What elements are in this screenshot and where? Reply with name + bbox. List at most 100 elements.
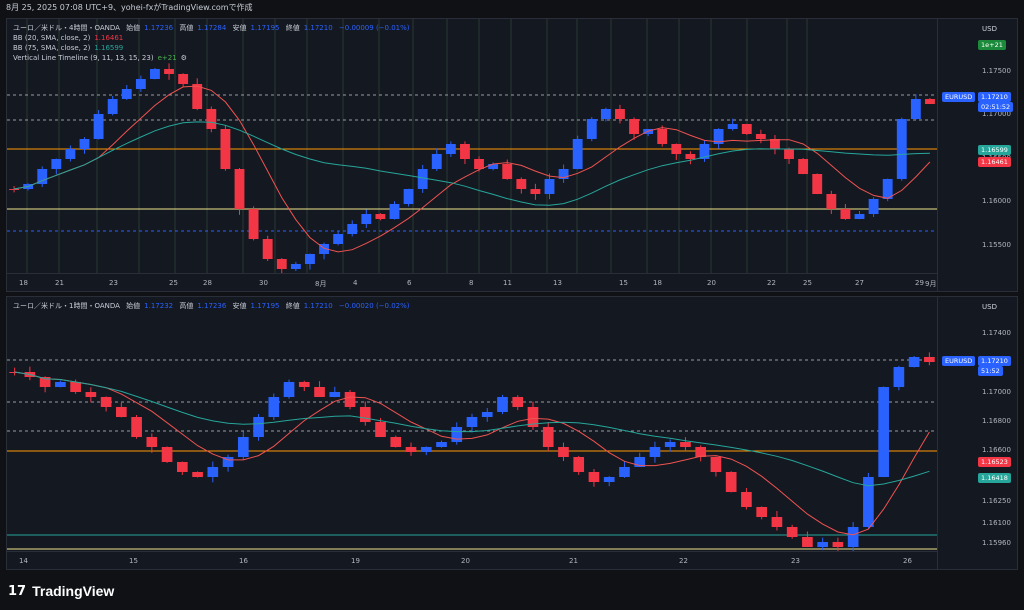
bb20-line bbox=[14, 371, 930, 536]
candle-body bbox=[164, 69, 174, 74]
candle-body bbox=[253, 417, 264, 437]
candle-body bbox=[868, 199, 879, 214]
x-tick: 9月 bbox=[925, 280, 937, 288]
x-tick: 29 bbox=[915, 279, 924, 287]
close-value: 1.17210 bbox=[303, 24, 333, 32]
price-scale-1h[interactable]: USD 1.17400 1.17000 1.16800 1.16600 1.16… bbox=[937, 297, 1017, 569]
candle-body bbox=[436, 442, 447, 447]
x-tick: 4 bbox=[353, 279, 358, 287]
candle-body bbox=[516, 179, 527, 189]
candle-body bbox=[150, 69, 160, 79]
currency-label[interactable]: USD bbox=[982, 25, 997, 33]
settings-icon[interactable]: ⚙ bbox=[180, 54, 187, 62]
symbol-title[interactable]: ユーロ／米ドル・4時間・OANDA bbox=[13, 24, 120, 32]
candle-body bbox=[146, 437, 158, 447]
candle-body bbox=[812, 174, 823, 194]
candle-body bbox=[431, 154, 442, 169]
x-tick: 6 bbox=[407, 279, 412, 287]
time-axis-4h[interactable]: 18 21 23 25 28 30 8月 4 6 8 11 13 15 18 20 22 25 27 29 9月 bbox=[7, 273, 937, 291]
candle-body bbox=[361, 214, 372, 224]
candle-body bbox=[100, 397, 112, 407]
x-tick: 30 bbox=[259, 279, 268, 287]
low-value: 1.17195 bbox=[250, 302, 280, 310]
price-plot-4h[interactable] bbox=[7, 19, 937, 273]
vline-label[interactable]: Vertical Line Timeline (9, 11, 13, 15, 2… bbox=[13, 54, 154, 62]
symbol-badge: EURUSD bbox=[942, 356, 976, 366]
candle-body bbox=[741, 124, 752, 134]
candle-body bbox=[784, 149, 794, 159]
chart-header: 8月 25, 2025 07:08 UTC+9、yohei-fxがTrading… bbox=[6, 3, 253, 12]
chart-pane-4h[interactable]: ユーロ／米ドル・4時間・OANDA 始値 1.17236 高値 1.17284 安値… bbox=[6, 18, 1018, 292]
bb75-label[interactable]: BB (75, SMA, close, 2) bbox=[13, 44, 91, 52]
price-scale-4h[interactable]: USD 1e+21 1.17500 1.17000 1.16500 1.1600… bbox=[937, 19, 1017, 291]
candle-body bbox=[93, 114, 104, 139]
candle-body bbox=[298, 382, 310, 387]
x-tick: 20 bbox=[461, 557, 470, 565]
x-tick: 22 bbox=[767, 279, 776, 287]
bb20-badge: 1.16461 bbox=[978, 157, 1011, 167]
candle-body bbox=[222, 457, 234, 467]
bb75-line bbox=[13, 121, 930, 206]
x-tick: 27 bbox=[855, 279, 864, 287]
candle-body bbox=[405, 447, 417, 452]
x-tick: 28 bbox=[203, 279, 212, 287]
candle-body bbox=[908, 357, 920, 367]
symbol-title[interactable]: ユーロ／米ドル・1時間・OANDA bbox=[13, 302, 120, 310]
candle-body bbox=[207, 467, 219, 477]
countdown-badge: 02:51:52 bbox=[978, 102, 1014, 112]
vline-value: e+21 bbox=[157, 54, 177, 62]
x-tick: 25 bbox=[169, 279, 178, 287]
candle-body bbox=[896, 119, 907, 179]
legend-1h: ユーロ／米ドル・1時間・OANDA 始値 1.17232 高値 1.17236 安値… bbox=[13, 302, 410, 310]
candle-body bbox=[878, 387, 889, 477]
candle-body bbox=[840, 209, 851, 219]
candle-body bbox=[588, 472, 600, 482]
candle-body bbox=[685, 154, 696, 159]
bb75-value: 1.16599 bbox=[94, 44, 124, 52]
bb75-badge: 1.16599 bbox=[978, 145, 1011, 155]
candle-body bbox=[248, 209, 259, 239]
candle-body bbox=[206, 109, 217, 129]
candle-body bbox=[329, 392, 341, 397]
candle-body bbox=[131, 417, 142, 437]
price-badge: 1.17210 bbox=[978, 356, 1011, 366]
countdown-badge: 51:52 bbox=[978, 366, 1003, 376]
candle-body bbox=[741, 492, 752, 507]
y-tick: 1.16000 bbox=[982, 197, 1011, 205]
candle-body bbox=[619, 467, 630, 477]
x-tick: 13 bbox=[553, 279, 562, 287]
candle-body bbox=[893, 367, 905, 387]
candle-body bbox=[135, 79, 146, 89]
change-value: −0.00009 (−0.01%) bbox=[338, 24, 410, 32]
candle-body bbox=[713, 129, 724, 144]
candle-body bbox=[832, 542, 844, 547]
y-tick: 1.16250 bbox=[982, 497, 1011, 505]
candle-body bbox=[756, 507, 768, 517]
tradingview-footer[interactable]: 17 TradingView bbox=[8, 581, 114, 601]
bb20-label[interactable]: BB (20, SMA, close, 2) bbox=[13, 34, 91, 42]
x-tick: 15 bbox=[129, 557, 138, 565]
candle-body bbox=[178, 74, 189, 84]
y-tick: 1.16100 bbox=[982, 519, 1011, 527]
currency-label[interactable]: USD bbox=[982, 303, 997, 311]
candle-body bbox=[680, 442, 691, 447]
candle-body bbox=[530, 189, 541, 194]
candle-body bbox=[176, 462, 188, 472]
candle-body bbox=[39, 377, 51, 387]
candle-body bbox=[542, 427, 554, 447]
candle-body bbox=[629, 119, 639, 134]
x-tick: 23 bbox=[109, 279, 118, 287]
candle-body bbox=[882, 179, 893, 199]
chart-pane-1h[interactable]: ユーロ／米ドル・1時間・OANDA 始値 1.17232 高値 1.17236 安値… bbox=[6, 296, 1018, 570]
candle-body bbox=[770, 139, 780, 149]
candle-body bbox=[375, 422, 386, 437]
legend-4h: ユーロ／米ドル・4時間・OANDA 始値 1.17236 高値 1.17284 安値… bbox=[13, 24, 410, 62]
bb20-line bbox=[13, 85, 931, 253]
close-value: 1.17210 bbox=[303, 302, 333, 310]
price-badge: 1.17210 bbox=[978, 92, 1011, 102]
candle-body bbox=[600, 109, 611, 119]
y-tick: 1.16800 bbox=[982, 417, 1011, 425]
candle-body bbox=[116, 407, 127, 417]
time-axis-1h[interactable]: 14 15 16 19 20 21 22 23 26 bbox=[7, 551, 937, 569]
price-plot-1h[interactable] bbox=[7, 297, 937, 551]
